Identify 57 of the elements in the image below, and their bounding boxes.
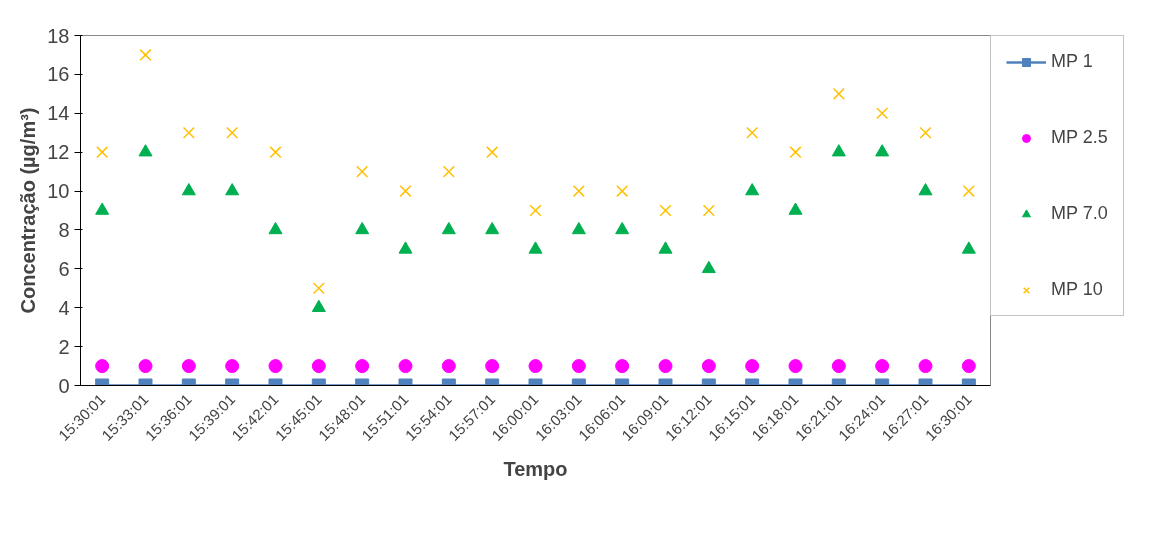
point bbox=[962, 185, 975, 198]
legend-label: MP 10 bbox=[1051, 279, 1103, 300]
point bbox=[918, 183, 933, 196]
point bbox=[441, 221, 456, 235]
point bbox=[442, 165, 455, 178]
point bbox=[398, 241, 413, 254]
point bbox=[831, 144, 846, 157]
point bbox=[616, 185, 629, 198]
point bbox=[788, 202, 803, 215]
y-axis-title: Concentração (µg/m³) bbox=[17, 107, 40, 314]
point bbox=[399, 185, 412, 198]
y-tick-label: 10 bbox=[47, 180, 70, 203]
point bbox=[182, 126, 195, 139]
y-tick-label: 18 bbox=[47, 24, 70, 47]
point bbox=[139, 48, 152, 61]
point bbox=[311, 299, 326, 312]
point bbox=[571, 221, 586, 235]
point bbox=[832, 87, 845, 100]
point bbox=[572, 185, 585, 198]
y-tick-label: 0 bbox=[58, 374, 70, 397]
point bbox=[919, 126, 932, 139]
y-tick-label: 6 bbox=[58, 257, 70, 280]
point bbox=[529, 204, 542, 217]
y-tick-label: 16 bbox=[47, 63, 70, 86]
point bbox=[95, 202, 110, 215]
y-tick-label: 8 bbox=[58, 218, 70, 241]
point bbox=[789, 146, 802, 159]
point bbox=[225, 183, 240, 196]
point bbox=[485, 221, 500, 235]
x-axis-title: Tempo bbox=[503, 457, 568, 480]
point bbox=[745, 183, 760, 196]
legend-label: MP 7.0 bbox=[1051, 203, 1108, 224]
point bbox=[701, 260, 716, 274]
point bbox=[528, 241, 543, 254]
y-tick-label: 14 bbox=[47, 102, 70, 125]
y-tick-label: 2 bbox=[58, 335, 70, 358]
point bbox=[702, 204, 715, 217]
y-tick-label: 4 bbox=[58, 296, 70, 319]
legend-label: MP 1 bbox=[1051, 51, 1093, 72]
point bbox=[269, 146, 282, 159]
point bbox=[961, 241, 976, 254]
point bbox=[659, 204, 672, 217]
point bbox=[615, 221, 630, 235]
point bbox=[355, 221, 370, 235]
point bbox=[876, 107, 889, 120]
point bbox=[96, 146, 109, 159]
legend-label: MP 2.5 bbox=[1051, 127, 1108, 148]
y-tick-label: 12 bbox=[47, 141, 70, 164]
point bbox=[356, 165, 369, 178]
point bbox=[746, 126, 759, 139]
point bbox=[226, 126, 239, 139]
point bbox=[486, 146, 499, 159]
point bbox=[181, 183, 196, 196]
point bbox=[875, 144, 890, 157]
point bbox=[658, 241, 673, 254]
point bbox=[268, 221, 283, 235]
point bbox=[138, 144, 153, 157]
